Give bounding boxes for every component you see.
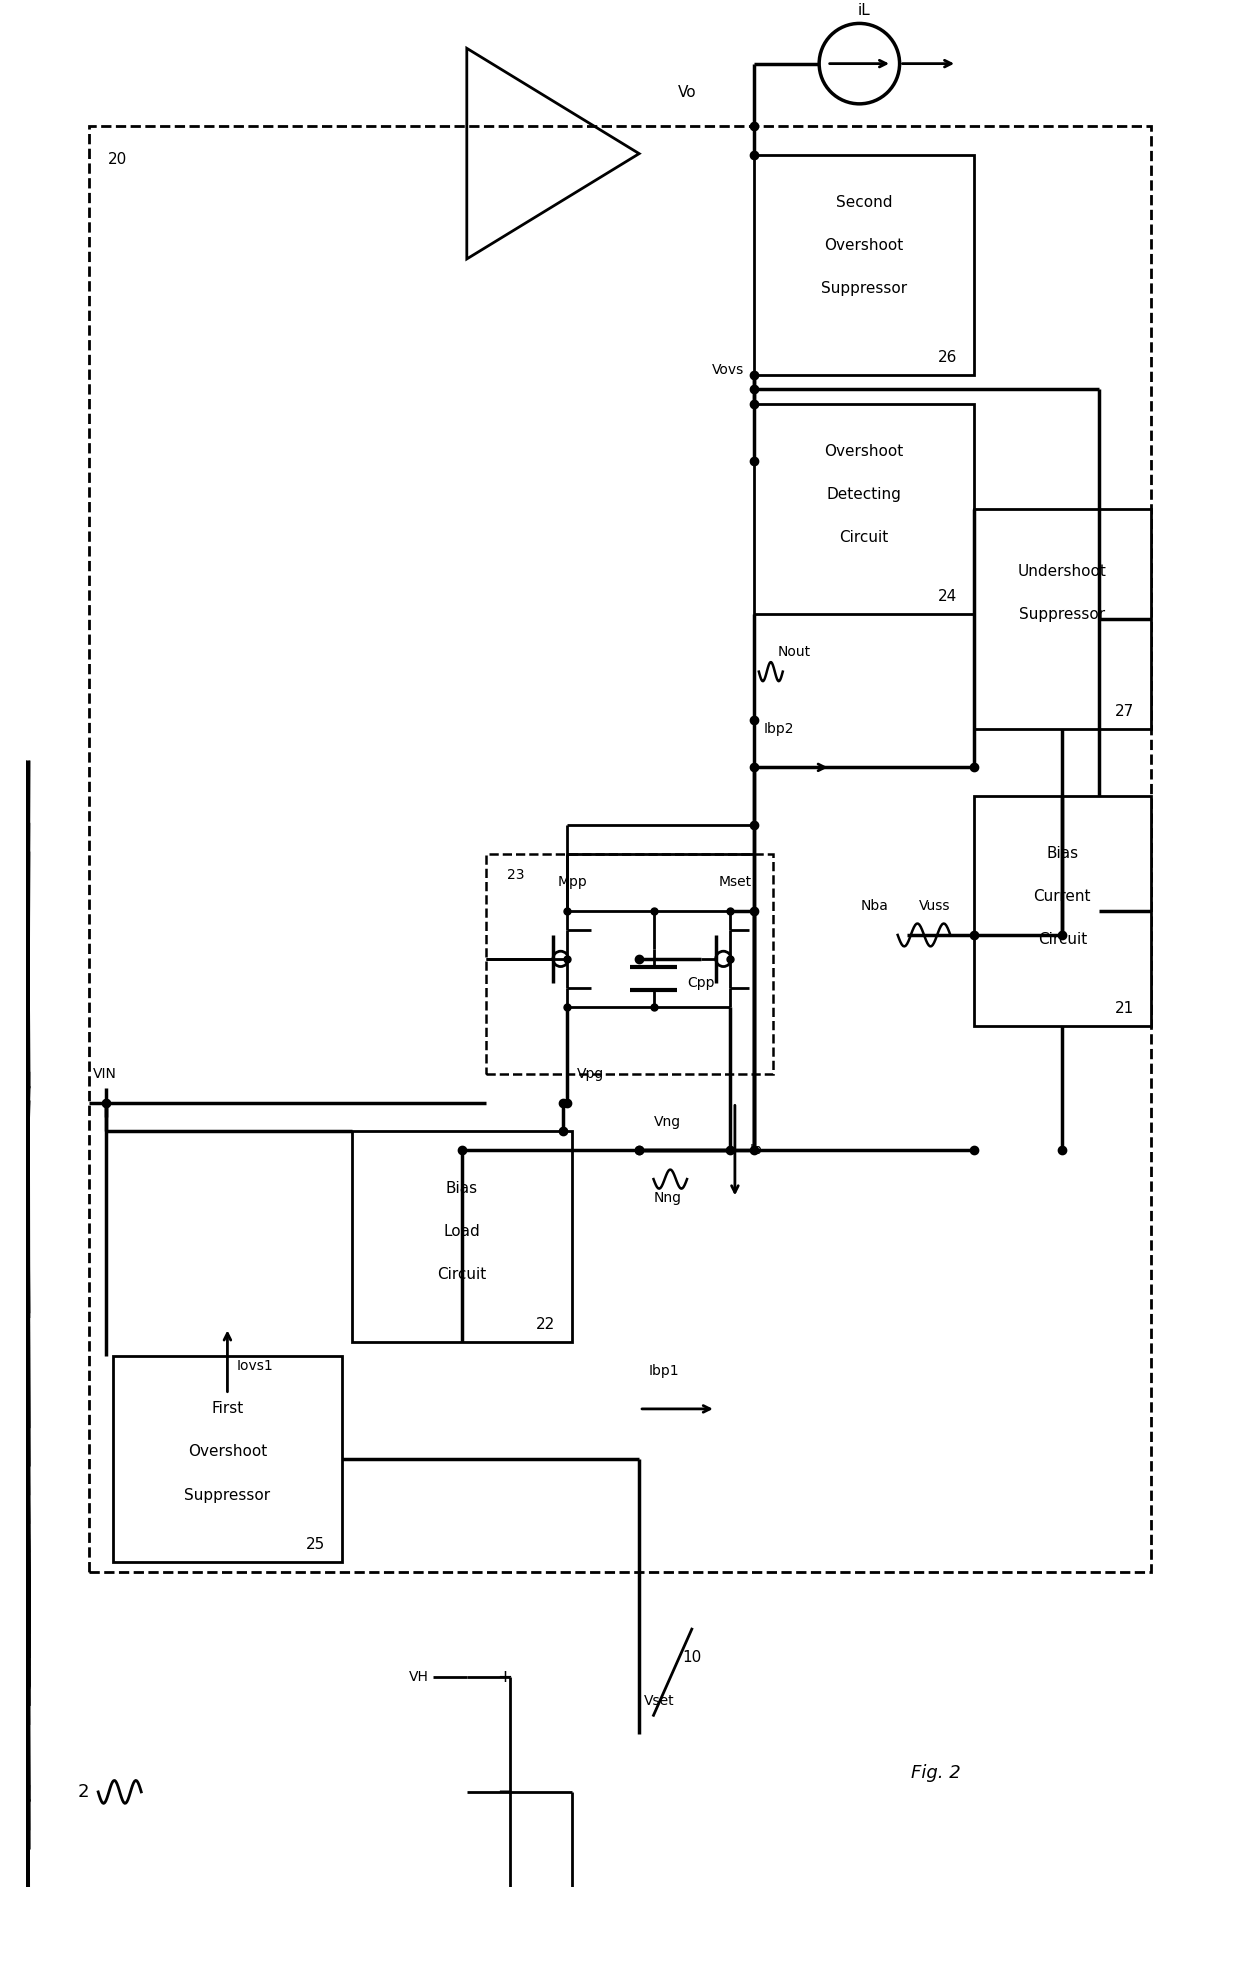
Text: Vovs: Vovs [712, 362, 744, 376]
Text: Fig. 2: Fig. 2 [911, 1764, 961, 1782]
Text: First: First [211, 1402, 243, 1416]
Text: 25: 25 [306, 1538, 325, 1552]
Text: 21: 21 [1115, 1000, 1135, 1016]
Bar [975, 508, 1152, 729]
Text: Circuit: Circuit [1038, 931, 1087, 947]
Text: Suppressor: Suppressor [821, 282, 908, 295]
Text: Suppressor: Suppressor [185, 1487, 270, 1502]
Text: Current: Current [1034, 890, 1091, 904]
Text: VIN: VIN [93, 1067, 118, 1081]
Text: 27: 27 [1115, 705, 1135, 719]
Text: Ibp2: Ibp2 [764, 723, 794, 736]
Text: Vo: Vo [678, 85, 697, 100]
Bar [975, 795, 1152, 1026]
Text: Mpp: Mpp [557, 876, 587, 890]
Text: Bias: Bias [1047, 847, 1079, 860]
Text: Nba: Nba [861, 900, 888, 914]
Text: Suppressor: Suppressor [1019, 606, 1105, 622]
Bar [352, 1132, 572, 1343]
Text: Vng: Vng [653, 1114, 681, 1128]
Bar [113, 1357, 342, 1561]
Text: 10: 10 [682, 1650, 702, 1666]
Text: 26: 26 [937, 350, 957, 364]
Text: Cpp: Cpp [687, 977, 714, 990]
Text: Vpg: Vpg [577, 1067, 604, 1081]
Text: Nng: Nng [653, 1191, 682, 1205]
Text: Load: Load [444, 1225, 480, 1239]
Text: 20: 20 [108, 152, 126, 167]
Text: 2: 2 [78, 1782, 89, 1802]
Text: iL: iL [858, 4, 870, 18]
Text: Bias: Bias [446, 1181, 479, 1197]
Text: Undershoot: Undershoot [1018, 563, 1107, 579]
Text: Overshoot: Overshoot [825, 238, 904, 254]
Text: Detecting: Detecting [827, 486, 901, 502]
Text: Vset: Vset [644, 1693, 675, 1707]
Text: Overshoot: Overshoot [825, 443, 904, 459]
Text: Second: Second [836, 195, 893, 211]
Text: 22: 22 [536, 1317, 554, 1333]
Text: Vuss: Vuss [919, 900, 950, 914]
Text: Overshoot: Overshoot [187, 1445, 267, 1459]
Bar [754, 404, 975, 614]
Text: 23: 23 [507, 868, 525, 882]
Text: Mset: Mset [718, 876, 751, 890]
Text: Ib: Ib [749, 1144, 763, 1158]
Text: Circuit: Circuit [438, 1268, 486, 1282]
Bar [754, 156, 975, 374]
Text: Nout: Nout [777, 646, 811, 660]
Bar [486, 853, 774, 1073]
Text: VH: VH [409, 1670, 429, 1683]
Text: −: − [497, 1782, 512, 1802]
Text: Iovs1: Iovs1 [237, 1359, 274, 1372]
Text: Circuit: Circuit [839, 530, 889, 545]
Text: Ibp1: Ibp1 [649, 1365, 680, 1378]
Text: 24: 24 [937, 589, 957, 604]
Bar [88, 126, 1152, 1571]
Text: +: + [497, 1668, 512, 1685]
